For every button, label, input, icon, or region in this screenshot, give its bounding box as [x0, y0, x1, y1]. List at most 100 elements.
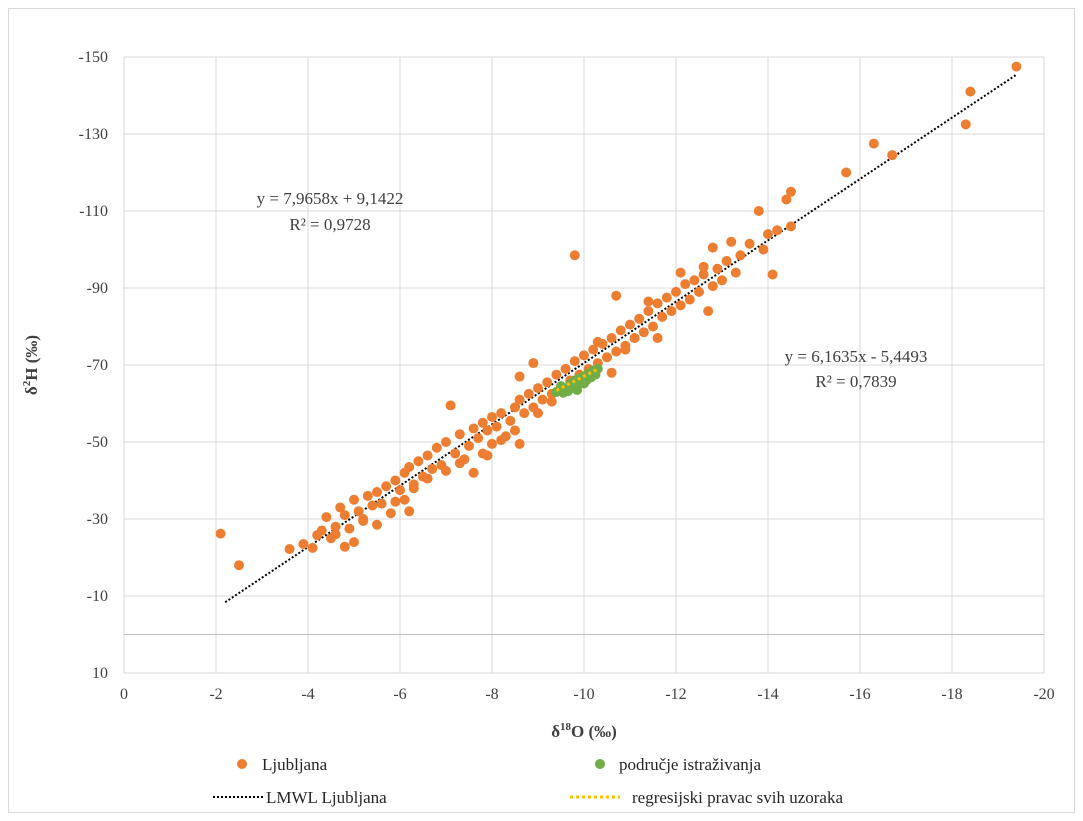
x-tick-label: -2 [209, 686, 222, 703]
x-tick-label: -6 [393, 686, 406, 703]
x-axis-title-main: δ [551, 722, 560, 741]
ljubljana-point [887, 150, 898, 161]
ljubljana-point [399, 494, 410, 505]
ljubljana-point [307, 542, 318, 553]
x-tick-labels: 0 -2 -4 -6 -8 -10 -12 -14 -16 -18 -20 [120, 686, 1055, 703]
ljubljana-point [404, 462, 415, 473]
ljubljana-point [675, 267, 686, 278]
ljubljana-point [841, 167, 852, 178]
ljubljana-point [422, 473, 433, 484]
legend: Ljubljana područje istraživanja LMWL Lju… [213, 755, 843, 807]
regression-equation: y = 6,1635x - 5,4493 [785, 347, 928, 366]
ljubljana-point [694, 286, 704, 297]
ljubljana-point [385, 508, 396, 519]
y-tick-label: -90 [87, 280, 108, 297]
x-tick-label: -12 [665, 686, 686, 703]
ljubljana-point [234, 560, 244, 571]
x-axis-title-sup: 18 [560, 721, 572, 733]
ljubljana-point [537, 394, 548, 405]
y-tick-label: -130 [79, 126, 108, 143]
ljubljana-point [707, 242, 718, 253]
y-tick-label: -50 [87, 434, 108, 451]
ljubljana-point [615, 325, 626, 336]
ljubljana-point [514, 394, 525, 405]
ljubljana-point [487, 411, 497, 422]
data-points [215, 61, 1022, 571]
ljubljana-point [372, 487, 382, 498]
podrucje-point [572, 385, 583, 396]
ljubljana-point [611, 346, 622, 357]
ljubljana-point [620, 344, 631, 355]
ljubljana-point [629, 333, 640, 344]
ljubljana-point [376, 498, 387, 509]
ljubljana-point [643, 306, 654, 317]
ljubljana-point [707, 281, 718, 292]
y-tick-label: -30 [87, 511, 108, 528]
ljubljana-point [533, 383, 543, 394]
ljubljana-point [698, 261, 709, 272]
ljubljana-point [381, 481, 392, 492]
ljubljana-point [661, 292, 672, 303]
ljubljana-point [284, 544, 295, 555]
ljubljana-point [362, 490, 373, 501]
ljubljana-point [349, 537, 359, 548]
ljubljana-point [477, 417, 488, 428]
legend-lmwl-label: LMWL Ljubljana [266, 788, 387, 807]
x-tick-label: 0 [120, 686, 128, 703]
ljubljana-point [464, 440, 474, 451]
y-tick-label: -70 [87, 357, 108, 374]
y-tick-labels: -150 -130 -110 -90 -70 -50 -30 -10 10 [79, 49, 108, 682]
ljubljana-point [551, 369, 562, 380]
ljubljana-point [321, 512, 332, 523]
ljubljana-point [510, 425, 520, 436]
ljubljana-point [358, 515, 369, 526]
ljubljana-point [454, 429, 465, 440]
y-axis-title-sup: 2 [21, 380, 33, 386]
ljubljana-point [717, 275, 727, 286]
x-tick-label: -8 [485, 686, 498, 703]
y-tick-label: 10 [92, 665, 108, 682]
ljubljana-point [753, 206, 764, 216]
lmwl-r2: R² = 0,9728 [289, 215, 370, 234]
ljubljana-point [427, 463, 438, 474]
ljubljana-point [579, 350, 589, 361]
ljubljana-point [441, 465, 451, 476]
ljubljana-point [441, 437, 451, 447]
ljubljana-point [560, 363, 571, 374]
ljubljana-point [643, 296, 654, 307]
ljubljana-point [744, 238, 755, 249]
ljubljana-point [703, 306, 714, 317]
ljubljana-point [454, 458, 465, 469]
ljubljana-point [542, 377, 553, 388]
ljubljana-point [698, 269, 709, 280]
ljubljana-point [349, 494, 359, 505]
ljubljana-point [344, 523, 355, 534]
ljubljana-point [730, 267, 741, 278]
ljubljana-point [431, 442, 442, 453]
ljubljana-point [519, 408, 530, 419]
ljubljana-point [680, 279, 691, 290]
ljubljana-point [482, 450, 493, 461]
lmwl-equation: y = 7,9658x + 9,1422 [257, 189, 404, 208]
ljubljana-point [611, 290, 622, 301]
ljubljana-point [528, 358, 539, 369]
x-tick-label: -18 [941, 686, 962, 703]
ljubljana-point [569, 250, 580, 261]
x-tick-label: -16 [849, 686, 870, 703]
ljubljana-point [390, 496, 401, 507]
ljubljana-point [367, 500, 378, 511]
ljubljana-point [1011, 61, 1022, 72]
ljubljana-point [786, 221, 796, 232]
ljubljana-point [330, 529, 341, 540]
ljubljana-point [215, 528, 226, 539]
ljubljana-point [657, 311, 668, 322]
ljubljana-point [491, 421, 502, 432]
legend-regression-label: regresijski pravac svih uzoraka [632, 788, 843, 807]
ljubljana-point [353, 506, 364, 517]
legend-ljubljana-label: Ljubljana [262, 755, 328, 774]
y-axis-title: δ2H (‰) [21, 335, 41, 395]
podrucje-point [579, 378, 589, 389]
ljubljana-point [390, 475, 401, 486]
podrucje-point [562, 386, 573, 397]
